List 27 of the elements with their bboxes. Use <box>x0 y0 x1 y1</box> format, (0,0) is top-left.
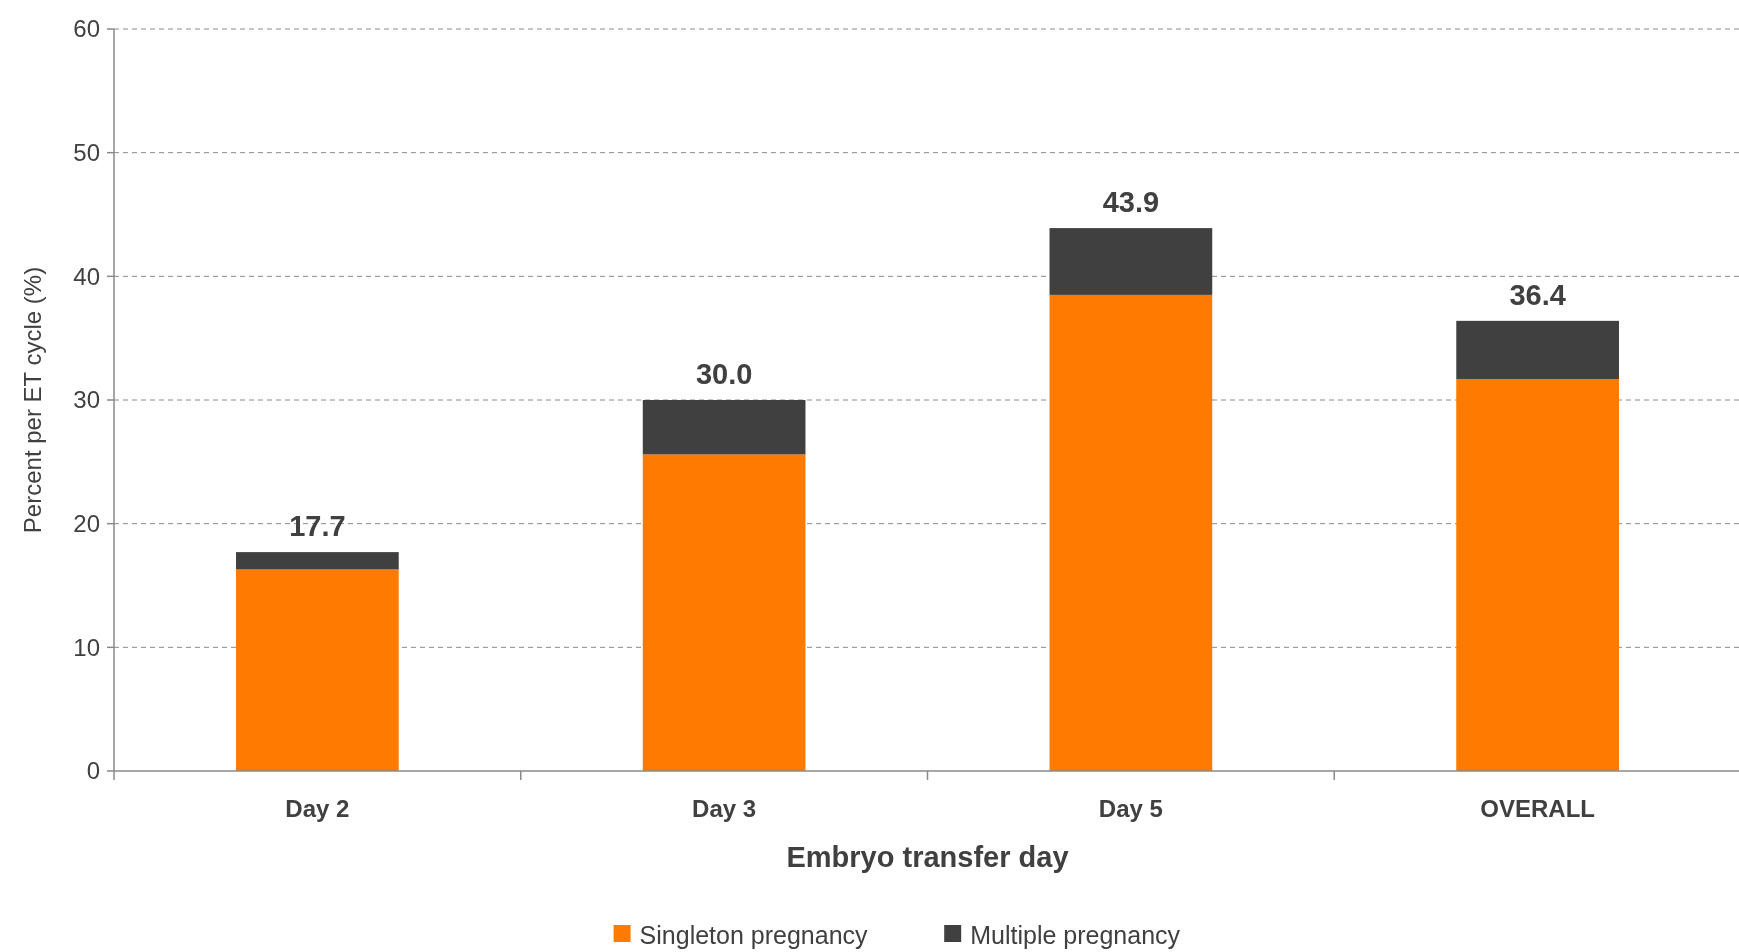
total-label: 36.4 <box>1509 278 1566 311</box>
y-tick-label: 60 <box>73 15 100 43</box>
total-label: 17.7 <box>289 510 346 543</box>
y-tick-label: 10 <box>73 633 100 661</box>
x-tick-label: Day 2 <box>285 795 350 822</box>
bar <box>642 454 806 771</box>
bar <box>642 400 806 455</box>
total-label: 43.9 <box>1102 186 1160 219</box>
bar <box>236 552 399 570</box>
bar <box>1049 228 1213 295</box>
y-tick-label: 30 <box>73 386 100 414</box>
y-tick-label: 40 <box>73 262 100 290</box>
x-tick-label: Day 3 <box>692 795 757 822</box>
legend-label: Multiple pregnancy <box>970 921 1181 949</box>
x-tick-label: Day 5 <box>1098 795 1163 822</box>
total-label: 30.0 <box>695 358 753 390</box>
y-tick-label: 20 <box>73 510 100 538</box>
y-axis-title: Percent per ET cycle (%) <box>19 266 46 534</box>
bar <box>1456 378 1619 771</box>
bar <box>1456 320 1619 379</box>
bar <box>1049 294 1213 771</box>
legend-label: Singleton pregnancy <box>639 921 869 949</box>
x-axis-title: Embryo transfer day <box>786 841 1069 873</box>
x-tick-label: OVERALL <box>1480 795 1595 822</box>
y-tick-label: 50 <box>73 139 100 167</box>
bar <box>236 569 399 771</box>
y-tick-label: 0 <box>86 757 100 785</box>
